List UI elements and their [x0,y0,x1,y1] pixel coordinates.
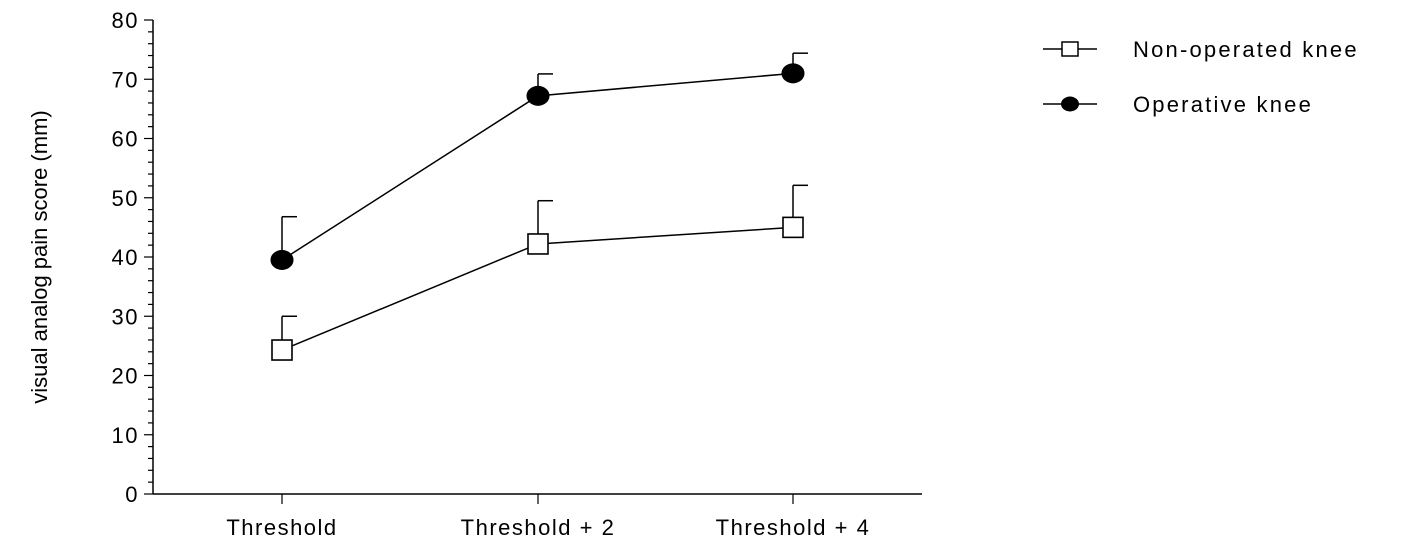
y-axis-title: visual analog pain score (mm) [27,110,52,403]
series-operative-knee [270,52,808,270]
legend-circle-marker [1061,96,1079,112]
x-tick-label: Threshold [226,515,337,540]
y-tick-label: 30 [112,304,139,329]
x-tick-label: Threshold + 2 [461,515,616,540]
data-point [270,249,294,270]
data-point [781,63,805,84]
y-tick-label: 40 [112,245,139,270]
x-tick-label: Threshold + 4 [716,515,871,540]
legend: Non-operated knee Operative knee [1043,37,1359,117]
plot-area [270,52,808,361]
y-tick-label: 60 [112,127,139,152]
y-tick-label: 0 [125,482,139,507]
y-tick-label: 70 [112,67,139,92]
legend-square-marker [1061,41,1079,57]
series-non-operated-knee [271,184,808,361]
y-tick-label: 20 [112,364,139,389]
data-point [526,85,550,106]
legend-item: Operative knee [1043,92,1313,117]
legend-label: Operative knee [1133,92,1313,117]
data-point [271,339,293,361]
data-point [527,233,549,255]
y-tick-label: 80 [112,8,139,33]
y-axis: 0 10 20 30 40 50 60 70 80 [112,8,154,507]
x-axis: Threshold Threshold + 2 Threshold + 4 [153,493,922,540]
y-tick-label: 50 [112,186,139,211]
data-point [782,216,804,239]
y-tick-label: 10 [112,423,139,448]
legend-item: Non-operated knee [1043,37,1359,62]
legend-label: Non-operated knee [1133,37,1359,62]
